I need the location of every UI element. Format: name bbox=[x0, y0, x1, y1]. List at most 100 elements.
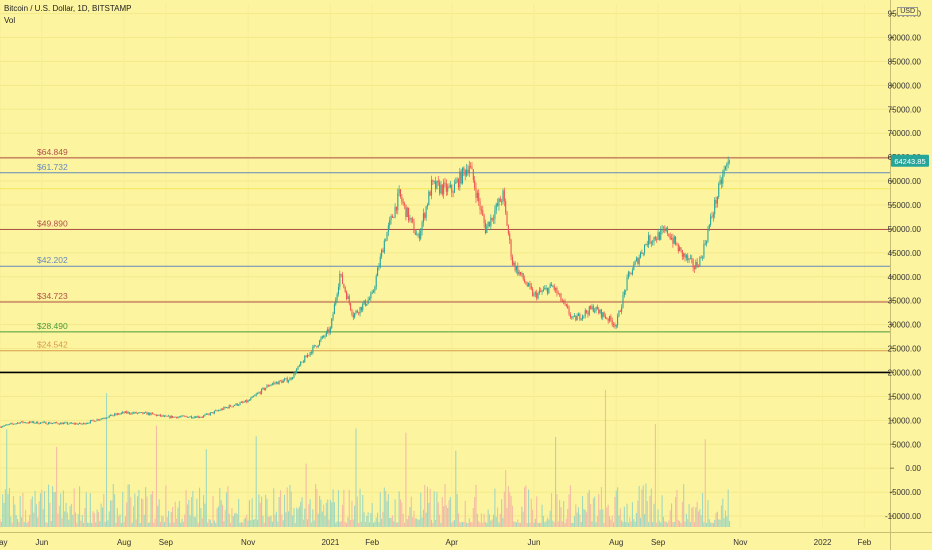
volume-bar bbox=[447, 508, 449, 527]
candle-body bbox=[223, 407, 225, 410]
volume-bar bbox=[430, 519, 433, 527]
volume-bar bbox=[412, 517, 414, 527]
volume-bar bbox=[320, 499, 322, 527]
candle-body bbox=[358, 312, 360, 314]
volume-bar bbox=[679, 521, 681, 527]
candle-body bbox=[716, 197, 718, 204]
volume-bar bbox=[294, 522, 296, 527]
candle-body bbox=[290, 378, 292, 380]
volume-bar bbox=[654, 423, 656, 527]
candle-body bbox=[45, 421, 47, 424]
volume-bar bbox=[522, 511, 524, 527]
volume-bar bbox=[263, 522, 265, 527]
candle-body bbox=[153, 413, 155, 415]
volume-bar bbox=[83, 522, 85, 527]
price-tick-label: 35000.00 bbox=[888, 297, 922, 306]
candle-body bbox=[254, 395, 256, 397]
candle-body bbox=[111, 414, 113, 417]
volume-bar bbox=[568, 494, 570, 527]
volume-bar bbox=[413, 510, 415, 527]
candle-body bbox=[104, 418, 106, 419]
volume-bar bbox=[204, 503, 206, 527]
volume-bar bbox=[464, 500, 466, 527]
candle-body bbox=[408, 207, 410, 221]
volume-bar bbox=[389, 518, 391, 527]
candle-body bbox=[395, 206, 397, 211]
candle-body bbox=[575, 315, 577, 321]
volume-bar bbox=[583, 508, 585, 527]
level-label: $34.723 bbox=[37, 291, 68, 301]
volume-bar bbox=[7, 494, 9, 527]
volume-bar bbox=[340, 521, 342, 527]
candle-body bbox=[413, 221, 415, 233]
volume-bar bbox=[726, 516, 728, 527]
candle-body bbox=[563, 300, 565, 302]
candle-body bbox=[467, 169, 469, 174]
volume-bar bbox=[614, 496, 616, 527]
volume-bar bbox=[261, 496, 263, 527]
candle-body bbox=[666, 227, 669, 234]
candle-body bbox=[665, 227, 667, 231]
volume-bar bbox=[657, 509, 659, 527]
candle-body bbox=[271, 383, 273, 385]
level-label: $42.202 bbox=[37, 255, 68, 265]
time-tick-label: Apr bbox=[446, 538, 459, 547]
volume-bar bbox=[111, 500, 113, 527]
candle-body bbox=[720, 179, 722, 184]
volume-bar bbox=[582, 495, 584, 527]
volume-bar bbox=[190, 497, 193, 527]
volume-bar bbox=[207, 522, 209, 527]
candle-body bbox=[381, 250, 383, 257]
volume-bar bbox=[658, 520, 660, 527]
volume-bar bbox=[310, 522, 313, 527]
time-axis[interactable]: May Jun Aug Sep Nov 2021 Feb Apr Jun Aug Sep Nov 202… bbox=[0, 532, 932, 548]
volume-bar bbox=[247, 520, 249, 527]
candle-body bbox=[203, 415, 205, 418]
candle-body bbox=[364, 300, 366, 306]
volume-bar bbox=[544, 522, 546, 527]
candle-body bbox=[573, 315, 575, 317]
candle-body bbox=[122, 411, 124, 413]
symbol-title[interactable]: Bitcoin / U.S. Dollar, 1D, BITSTAMP bbox=[4, 4, 132, 13]
volume-bar bbox=[246, 514, 248, 527]
volume-bar bbox=[89, 493, 91, 527]
candle-body bbox=[421, 222, 423, 231]
candle-body bbox=[25, 422, 27, 424]
volume-bar bbox=[399, 499, 402, 527]
volume-bar bbox=[572, 522, 574, 527]
candle-body bbox=[394, 206, 396, 218]
candle-body bbox=[221, 408, 224, 410]
volume-bar bbox=[120, 522, 122, 527]
candle-body bbox=[49, 422, 51, 424]
volume-indicator-label[interactable]: Vol bbox=[4, 16, 16, 25]
volume-bar bbox=[638, 486, 640, 527]
volume-bar bbox=[50, 521, 52, 527]
candle-body bbox=[598, 309, 600, 314]
volume-bar bbox=[532, 509, 534, 527]
volume-bar bbox=[673, 521, 675, 527]
volume-bar bbox=[440, 522, 442, 527]
candle-body bbox=[273, 382, 275, 384]
candle-body bbox=[604, 316, 607, 319]
volume-bar bbox=[118, 516, 120, 527]
volume-bar bbox=[405, 432, 407, 527]
volume-bar bbox=[79, 486, 81, 527]
candle-body bbox=[199, 417, 201, 418]
volume-bar bbox=[607, 504, 609, 527]
volume-bar bbox=[484, 522, 486, 527]
candle-body bbox=[487, 221, 489, 227]
volume-bar bbox=[22, 492, 24, 527]
candle-body bbox=[319, 340, 321, 346]
volume-bar bbox=[356, 496, 358, 527]
volume-bar bbox=[165, 485, 167, 527]
candle-body bbox=[194, 416, 197, 418]
volume-bar bbox=[21, 517, 23, 527]
volume-bar bbox=[208, 518, 210, 527]
candle-body bbox=[635, 258, 638, 262]
currency-badge[interactable]: USD bbox=[897, 7, 918, 16]
candle-body bbox=[653, 237, 655, 242]
volume-bar bbox=[711, 522, 713, 527]
candle-body bbox=[339, 273, 341, 287]
volume-bar bbox=[282, 520, 284, 527]
